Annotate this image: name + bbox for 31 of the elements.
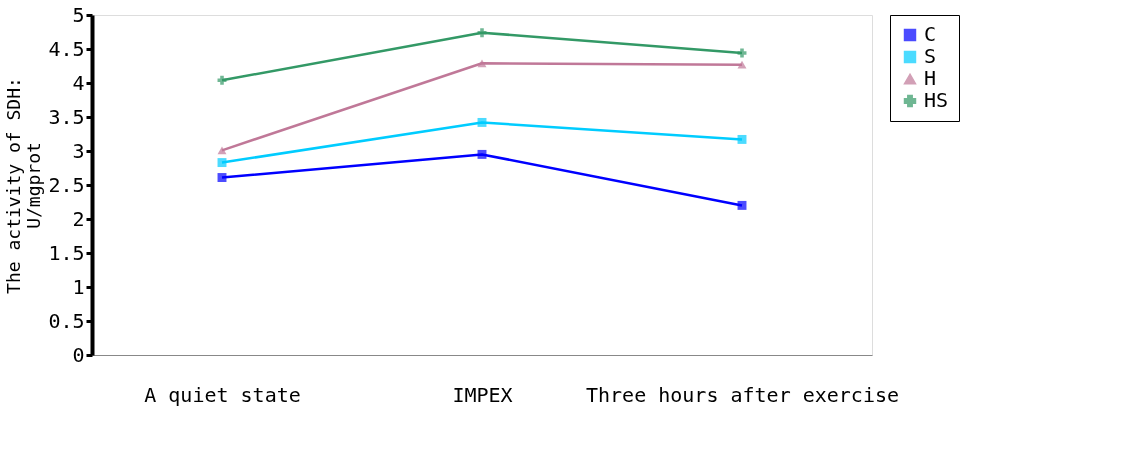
legend-label: C [924, 22, 937, 46]
y-tick-label: 4.5 [48, 36, 85, 61]
legend-label: HS [924, 88, 949, 112]
point [217, 173, 227, 182]
point [737, 200, 747, 210]
y-tick-label: 5 [72, 2, 85, 27]
point [737, 60, 747, 69]
y-tick-label: 0.5 [48, 308, 85, 333]
point [737, 48, 747, 58]
point [477, 59, 487, 68]
point [737, 134, 747, 144]
y-axis-title: The activity of SDH: U/mgprot [3, 77, 45, 294]
y-tick-label: 2 [72, 206, 85, 231]
x-tick-label: IMPEX [452, 382, 513, 407]
point [477, 117, 487, 127]
point [217, 146, 227, 155]
y-tick-label: 2.5 [48, 172, 85, 197]
y-tick-label: 3 [72, 138, 85, 163]
point [217, 158, 227, 168]
y-tick-label: 0 [72, 342, 85, 367]
legend-label: H [924, 66, 937, 90]
y-tick-label: 4 [72, 70, 85, 95]
legend-label: S [924, 44, 937, 68]
y-tick-label: 1 [72, 274, 85, 299]
x-tick-label: A quiet state [144, 382, 301, 407]
point [477, 149, 487, 159]
x-tick-label: Three hours after exercise [585, 382, 900, 407]
y-tick-label: 1.5 [48, 240, 85, 265]
point [477, 28, 487, 38]
y-tick-label: 3.5 [48, 104, 85, 129]
point [217, 75, 227, 85]
